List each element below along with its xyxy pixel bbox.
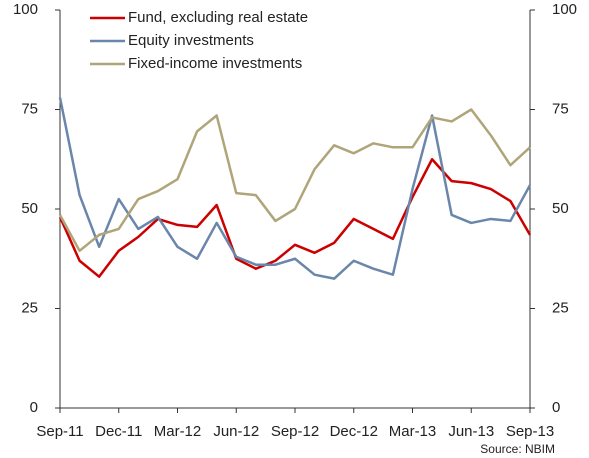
x-tick-label: Mar-13	[389, 423, 437, 440]
source: Source: NBIM	[480, 442, 555, 456]
x-tick-label: Sep-13	[506, 423, 554, 440]
y-tick-label: 0	[30, 399, 38, 416]
y2-tick-label: 50	[552, 200, 569, 217]
y2-tick-label: 75	[552, 100, 569, 117]
x-tick-label: Mar-12	[154, 423, 202, 440]
y2-tick-label: 100	[552, 1, 577, 18]
x-tick-label: Jun-13	[448, 423, 494, 440]
y-tick-label: 50	[21, 200, 38, 217]
x-tick-label: Dec-11	[95, 423, 142, 440]
x-tick-label: Dec-12	[330, 423, 378, 440]
legend-label: Fixed-income investments	[128, 55, 302, 72]
y2-tick-label: 25	[552, 299, 569, 316]
y2-tick-label: 0	[552, 399, 560, 416]
series-line	[58, 97, 532, 280]
y-tick-label: 75	[21, 100, 38, 117]
x-tick-label: Sep-11	[36, 423, 83, 440]
legend-label: Equity investments	[128, 32, 254, 49]
y-tick-label: 25	[21, 299, 38, 316]
y-tick-label: 100	[13, 1, 38, 18]
series-line	[58, 158, 532, 278]
legend-label: Fund, excluding real estate	[128, 9, 308, 26]
series-line	[58, 108, 531, 253]
x-tick-label: Sep-12	[271, 423, 319, 440]
x-tick-label: Jun-12	[213, 423, 259, 440]
